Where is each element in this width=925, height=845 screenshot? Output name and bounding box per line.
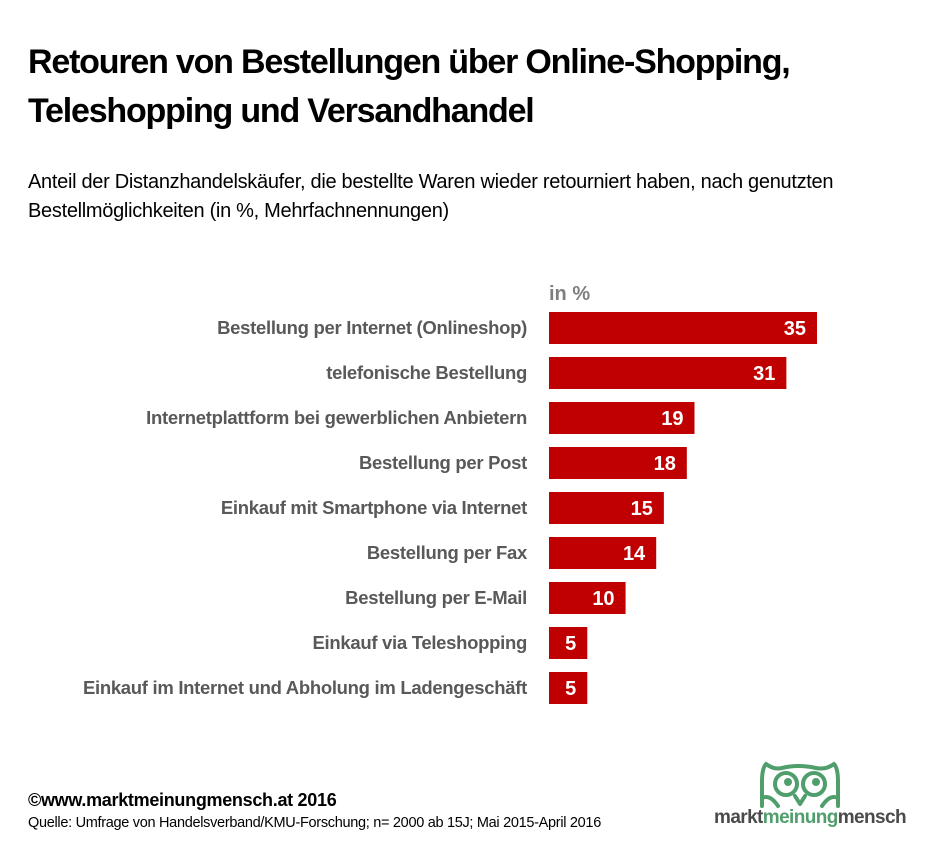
bar bbox=[549, 537, 657, 569]
bar bbox=[549, 402, 695, 434]
bar bbox=[549, 492, 664, 524]
bar bbox=[549, 582, 626, 614]
copyright: ©www.marktmeinungmensch.at 2016 bbox=[28, 790, 337, 810]
value-label: 19 bbox=[661, 408, 683, 430]
category-label: Bestellung per Post bbox=[359, 452, 527, 473]
unit-label: in % bbox=[549, 283, 591, 305]
bar bbox=[549, 627, 588, 659]
logo-text-markt: markt bbox=[714, 807, 763, 828]
chart-subtitle: Anteil der Distanzhandelskäufer, die bes… bbox=[28, 171, 834, 222]
bar bbox=[549, 672, 588, 704]
category-label: Bestellung per E-Mail bbox=[345, 587, 527, 608]
value-label: 5 bbox=[565, 633, 576, 655]
source-note: Quelle: Umfrage von Handelsverband/KMU-F… bbox=[28, 815, 601, 831]
value-label: 18 bbox=[654, 453, 676, 475]
value-label: 15 bbox=[631, 498, 653, 520]
category-label: telefonische Bestellung bbox=[326, 362, 527, 383]
logo: marktmeinungmensch bbox=[700, 760, 920, 835]
value-label: 14 bbox=[623, 543, 646, 565]
bar-chart: Bestellung per Internet (Onlineshop) 35 te… bbox=[83, 312, 817, 704]
category-label: Bestellung per Internet (Onlineshop) bbox=[217, 317, 527, 338]
bar bbox=[549, 357, 787, 389]
logo-text-meinung: meinung bbox=[762, 807, 839, 828]
owl-icon bbox=[760, 762, 840, 808]
bar bbox=[549, 447, 687, 479]
category-label: Einkauf via Teleshopping bbox=[313, 632, 528, 653]
bar bbox=[549, 312, 817, 344]
value-label: 35 bbox=[784, 318, 806, 340]
value-label: 31 bbox=[753, 363, 775, 385]
category-label: Einkauf im Internet und Abholung im Lade… bbox=[83, 677, 527, 698]
logo-text-mensch: mensch bbox=[837, 807, 907, 828]
category-label: Bestellung per Fax bbox=[367, 542, 528, 563]
logo-wordmark: marktmeinungmensch bbox=[700, 807, 920, 829]
value-label: 10 bbox=[592, 588, 614, 610]
category-label: Internetplattform bei gewerblichen Anbie… bbox=[146, 407, 527, 428]
category-label: Einkauf mit Smartphone via Internet bbox=[221, 497, 527, 518]
value-label: 5 bbox=[565, 678, 576, 700]
chart-title: Retouren von Bestellungen über Online-Sh… bbox=[28, 43, 791, 130]
